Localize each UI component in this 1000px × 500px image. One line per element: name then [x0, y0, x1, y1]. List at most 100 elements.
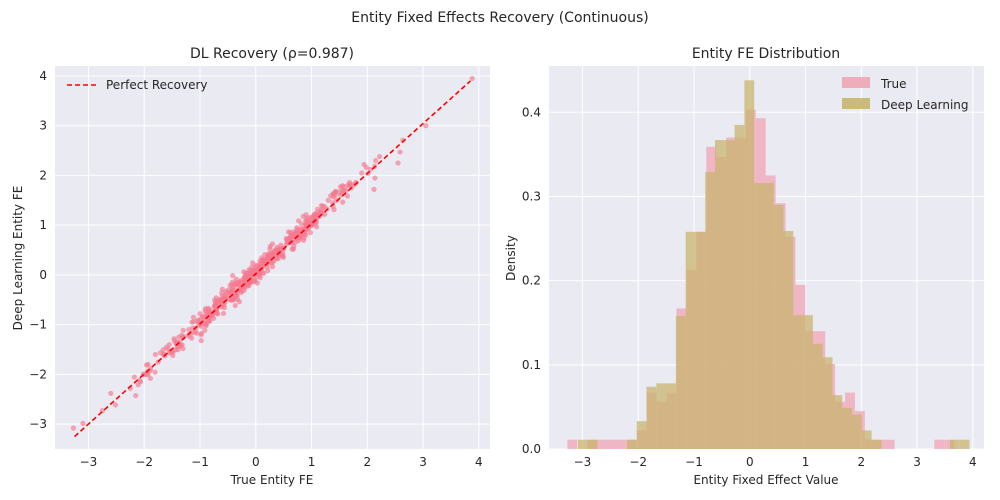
histogram-x-tick-label: 3 — [913, 455, 921, 469]
scatter-point — [367, 166, 373, 173]
scatter-point — [202, 327, 208, 333]
scatter-point — [178, 332, 185, 338]
scatter-x-ticks: −3 −2 −1 0 1 2 3 4 — [80, 455, 483, 469]
scatter-point — [198, 337, 204, 344]
scatter-x-tick-label: 2 — [363, 455, 371, 469]
histogram-bar-true — [567, 439, 578, 449]
scatter-point — [361, 161, 367, 168]
histogram-bar-true — [944, 439, 955, 449]
histogram-title: Entity FE Distribution — [692, 46, 840, 62]
scatter-point — [246, 267, 252, 273]
scatter-point — [112, 402, 119, 408]
scatter-point — [180, 345, 186, 352]
histogram-bar-deep-learning — [842, 407, 853, 449]
histogram-bar-true — [884, 439, 895, 449]
scatter-point — [152, 369, 158, 375]
scatter-point — [372, 175, 378, 181]
scatter-point — [254, 280, 260, 286]
scatter-y-tick-label: 3 — [39, 119, 47, 133]
scatter-point — [304, 218, 310, 225]
scatter-point — [191, 319, 197, 325]
scatter-point — [194, 330, 200, 336]
histogram-legend: True Deep Learning — [842, 77, 969, 112]
histogram-bar-deep-learning — [656, 383, 667, 449]
histogram-bar-deep-learning — [646, 386, 657, 449]
perfect-recovery-line — [73, 80, 472, 438]
scatter-point — [290, 229, 296, 235]
scatter-point — [232, 302, 238, 309]
scatter-point — [202, 307, 208, 314]
scatter-point — [267, 246, 273, 252]
histogram-y-tick-label: 0.4 — [522, 105, 541, 119]
histogram-x-tick-label: 1 — [802, 455, 810, 469]
histogram-x-tick-label: −2 — [629, 455, 647, 469]
histogram-x-tick-label: −3 — [574, 455, 592, 469]
histogram-bar-deep-learning — [773, 204, 784, 449]
scatter-point — [340, 199, 346, 205]
scatter-point — [277, 245, 283, 251]
scatter-point — [70, 425, 77, 431]
scatter-point — [328, 193, 334, 199]
scatter-y-axis-label: Deep Learning Entity FE — [11, 186, 25, 331]
histogram-bar-deep-learning — [832, 395, 843, 449]
legend-swatch-deep-learning — [842, 98, 870, 109]
legend-label-true: True — [880, 77, 907, 91]
histogram-x-tick-label: 0 — [746, 455, 754, 469]
scatter-point — [336, 189, 342, 195]
scatter-y-tick-label: −2 — [29, 367, 47, 381]
scatter-point — [247, 274, 253, 280]
histogram-y-tick-label: 0.1 — [522, 358, 541, 372]
scatter-point — [423, 123, 429, 129]
scatter-point — [241, 269, 247, 275]
scatter-y-tick-label: −3 — [29, 417, 47, 431]
histogram-y-tick-label: 0.0 — [522, 442, 541, 456]
histogram-bar-deep-learning — [852, 414, 862, 449]
histogram-y-tick-label: 0.2 — [522, 274, 541, 288]
scatter-y-tick-label: 0 — [39, 268, 47, 282]
scatter-point — [284, 236, 291, 243]
scatter-x-tick-label: −1 — [191, 455, 209, 469]
histogram-bar-deep-learning — [685, 231, 696, 449]
scatter-point — [269, 264, 276, 270]
scatter-point — [135, 382, 141, 388]
histogram-x-ticks: −3 −2 −1 0 1 2 3 4 — [574, 455, 977, 469]
histogram-x-tick-label: −1 — [685, 455, 703, 469]
scatter-point — [301, 231, 308, 237]
scatter-y-tick-label: 1 — [39, 218, 47, 232]
histogram-bar-deep-learning — [822, 357, 833, 449]
scatter-legend: Perfect Recovery — [67, 78, 208, 92]
scatter-point — [319, 207, 325, 213]
scatter-x-axis-label: True Entity FE — [230, 473, 314, 487]
scatter-point — [160, 347, 166, 353]
scatter-point — [265, 267, 271, 274]
histogram-bar-deep-learning — [675, 316, 686, 449]
histogram-bars — [567, 80, 970, 450]
scatter-point — [269, 241, 276, 247]
histogram-bar-deep-learning — [793, 315, 804, 449]
histogram-bar-deep-learning — [587, 439, 598, 449]
histogram-y-axis-label: Density — [504, 235, 518, 281]
scatter-point — [220, 310, 227, 317]
scatter-point — [234, 289, 240, 295]
scatter-point — [271, 248, 277, 254]
scatter-x-tick-label: −3 — [80, 455, 98, 469]
histogram-bar-true — [597, 439, 608, 449]
scatter-x-tick-label: 0 — [252, 455, 260, 469]
histogram-x-tick-label: 2 — [857, 455, 865, 469]
scatter-point — [395, 160, 401, 166]
scatter-point — [80, 420, 86, 426]
scatter-point — [147, 375, 154, 381]
scatter-point — [152, 351, 158, 358]
scatter-x-tick-label: 4 — [475, 455, 483, 469]
scatter-gridlines — [55, 66, 490, 449]
scatter-point — [198, 316, 204, 322]
legend-label-perfect-recovery: Perfect Recovery — [106, 78, 208, 92]
scatter-point — [371, 186, 377, 192]
scatter-point — [198, 332, 204, 338]
scatter-point — [230, 272, 236, 279]
histogram-bar-deep-learning — [959, 439, 970, 449]
scatter-point — [285, 229, 292, 235]
scatter-point — [314, 206, 321, 212]
scatter-point — [264, 255, 270, 261]
